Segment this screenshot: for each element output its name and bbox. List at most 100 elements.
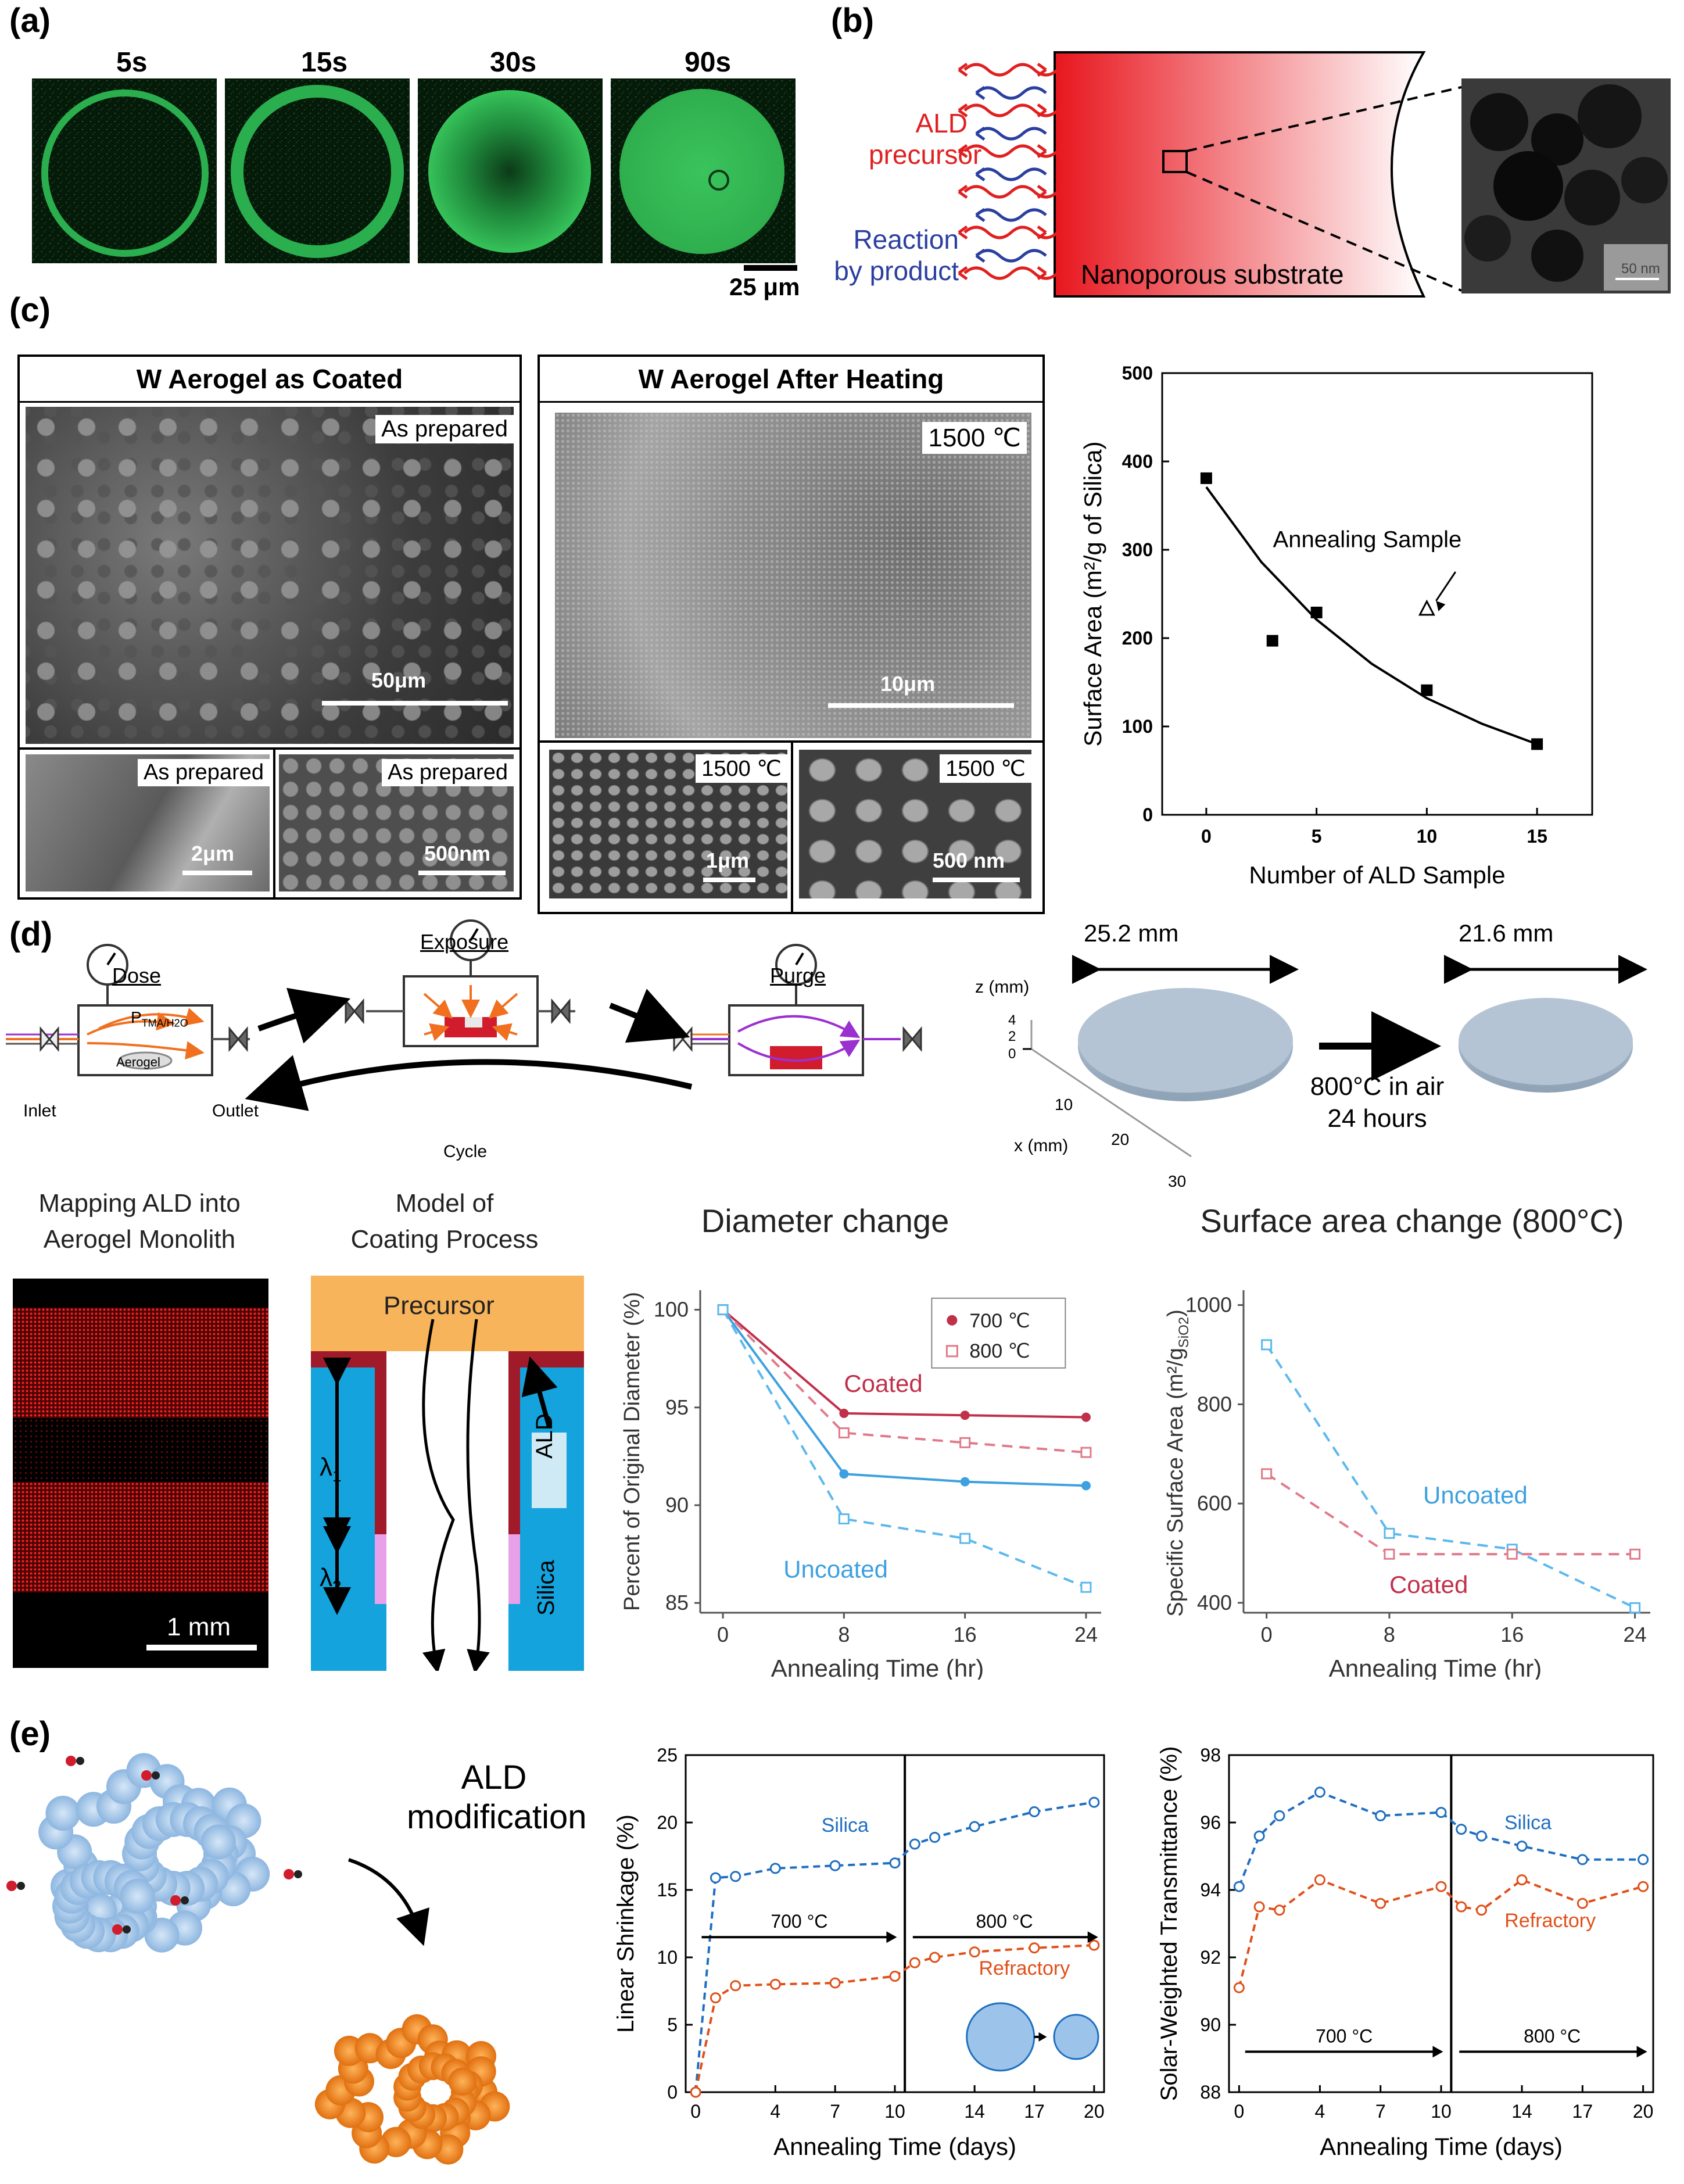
data-point — [1576, 1897, 1588, 1909]
ald-precursor-molecule — [170, 1895, 181, 1906]
data-point — [1476, 1904, 1488, 1916]
x-tick-label: 17 — [1572, 2101, 1593, 2122]
data-point — [1029, 1942, 1040, 1954]
byproduct-wave-arrow — [975, 208, 1047, 222]
precursor-arrowhead — [1037, 225, 1047, 240]
shrink-icon-large — [966, 2002, 1036, 2072]
series-line — [722, 1309, 1087, 1487]
data-point — [1629, 1548, 1641, 1560]
time-label-90s: 90s — [685, 47, 732, 78]
x-tick-label: 14 — [1511, 2101, 1532, 2122]
data-point-square — [1421, 684, 1433, 696]
x-tick-label: 15 — [1527, 826, 1547, 847]
data-point — [1261, 1339, 1273, 1351]
byproduct-wave-arrow — [975, 249, 1047, 263]
y-tick-label: 1000 — [1185, 1293, 1232, 1317]
data-point — [969, 1946, 980, 1958]
x-axis-label: Annealing Time (hr) — [771, 1655, 984, 1680]
x-tick-10: 10 — [1055, 1095, 1073, 1114]
series-line — [1238, 1878, 1644, 1988]
segment-arrowhead-700 — [1432, 2046, 1443, 2058]
heated-main-scale: 10μm — [880, 672, 936, 696]
sem-heated-main: 1500 ℃ 10μm — [555, 413, 1031, 738]
panel-label-b: (b) — [831, 2, 875, 40]
x-axis-label: x (mm) — [1014, 1136, 1069, 1155]
segment-arrowhead-800 — [1087, 1931, 1098, 1943]
precursor-arrowhead-left — [958, 266, 968, 281]
anneal-label-1: 800°C in air — [1310, 1072, 1445, 1101]
series-line — [1266, 1473, 1635, 1556]
data-point — [1384, 1527, 1395, 1539]
purge-chamber — [673, 944, 922, 1076]
legend-marker-800 — [945, 1345, 958, 1358]
segment-arrowhead-700 — [886, 1931, 897, 1943]
refractory-particle — [448, 2067, 476, 2096]
data-point — [1638, 1854, 1649, 1866]
box2-title: W Aerogel After Heating — [540, 357, 1042, 403]
y-tick-label: 20 — [657, 1812, 678, 1833]
data-point — [1506, 1548, 1518, 1560]
sem-coated-sub1: As prepared 2μm — [26, 754, 270, 891]
y-tick-label: 400 — [1197, 1591, 1232, 1614]
annotation-uncoated: Uncoated — [783, 1555, 888, 1582]
data-point — [959, 1437, 971, 1448]
ald-modification-label: ALD modification — [407, 1759, 587, 1836]
y-tick-label: 90 — [1200, 2014, 1221, 2035]
x-axis-label: Annealing Time (days) — [1320, 2133, 1563, 2160]
z-axis-label: z (mm) — [975, 978, 1030, 997]
x-tick-label: 0 — [1201, 826, 1212, 847]
z-tick-0: 0 — [1008, 1046, 1016, 1062]
precursor-arrowhead — [1037, 62, 1047, 77]
exposure-chamber — [345, 919, 575, 1047]
series-label-refractory: Refractory — [1504, 1910, 1596, 1932]
x-tick-label: 10 — [1431, 2101, 1452, 2122]
time-label-30s: 30s — [490, 47, 537, 78]
chart-transmittance: 0 4 7 10 14 17 20 88 90 92 94 96 98 Annealing Time (d… — [1156, 1745, 1654, 2160]
dose-label: Dose — [112, 964, 162, 987]
data-point — [730, 1871, 741, 1882]
data-point — [960, 1410, 970, 1420]
data-point — [1314, 1874, 1325, 1886]
legend-label-800: 800 ℃ — [969, 1340, 1030, 1362]
annotation-uncoated: Uncoated — [1423, 1481, 1528, 1509]
data-point — [1638, 1881, 1649, 1892]
data-point — [838, 1513, 850, 1525]
y-tick-label: 800 — [1197, 1392, 1232, 1416]
zoom-box — [1162, 150, 1188, 173]
data-point — [889, 1970, 901, 1982]
confocal-image-strip — [32, 78, 796, 263]
data-point — [960, 1477, 970, 1487]
x-tick-label: 8 — [1384, 1623, 1395, 1646]
coated-sub1-label: As prepared — [137, 759, 270, 786]
x-tick-label: 7 — [1375, 2101, 1386, 2122]
y-axis-label: Percent of Original Diameter (%) — [620, 1292, 644, 1611]
data-point — [710, 1872, 721, 1884]
sem-coated-main: As prepared 50μm — [26, 407, 514, 744]
silica-label-model: Silica — [533, 1560, 559, 1616]
data-point — [1261, 1468, 1273, 1480]
ald-precursor-atom — [181, 1896, 189, 1904]
ald-precursor-atom — [76, 1757, 84, 1765]
lambda-1: λ1 — [320, 1453, 342, 1485]
series-label-refractory: Refractory — [979, 1957, 1070, 1979]
byproduct-arrowhead — [975, 207, 986, 223]
x-axis-label: Annealing Time (days) — [773, 2133, 1016, 2160]
data-point — [1375, 1897, 1386, 1909]
w-aerogel-coated-box: W Aerogel as Coated As prepared 50μm As … — [17, 355, 522, 900]
time-label-5s: 5s — [116, 47, 148, 78]
z-tick-4: 4 — [1008, 1012, 1016, 1028]
ald-precursor-atom — [123, 1925, 131, 1934]
silica-network — [6, 1753, 302, 1953]
precursor-arrowhead — [1037, 266, 1047, 281]
y-tick-label: 92 — [1200, 1947, 1221, 1968]
y-axis-label: Specific Surface Area (m²/gSiO2) — [1163, 1309, 1192, 1617]
y-tick-label: 85 — [665, 1591, 689, 1614]
w-aerogel-heated-box: W Aerogel After Heating 1500 ℃ 10μm 1500… — [538, 355, 1045, 914]
scale-bar-a — [744, 265, 797, 271]
x-tick-label: 10 — [884, 2101, 905, 2122]
box1-title: W Aerogel as Coated — [20, 357, 519, 403]
ald-precursor-molecule — [66, 1756, 76, 1766]
ald-mapping-image: 1 mm — [13, 1279, 268, 1668]
ald-label-model: ALD — [532, 1413, 557, 1459]
diffusion-arrows — [958, 62, 1059, 281]
